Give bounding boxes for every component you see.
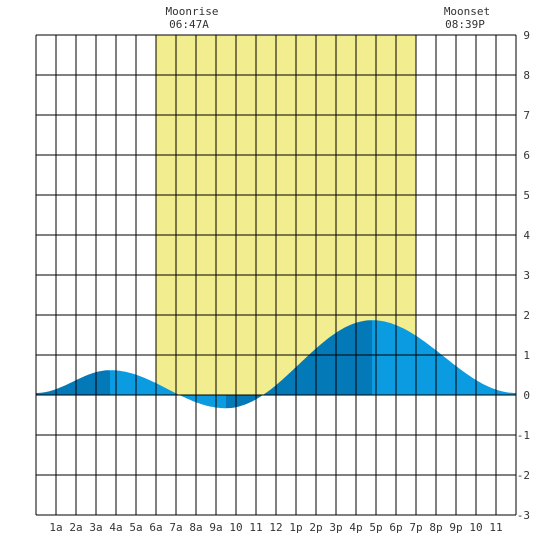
y-tick-label: -3 (517, 509, 530, 522)
x-tick-label: 9a (209, 521, 222, 534)
y-tick-label: 6 (523, 149, 530, 162)
x-tick-label: 12 (269, 521, 282, 534)
y-tick-label: 9 (523, 29, 530, 42)
x-tick-label: 6p (389, 521, 402, 534)
tide-falling-area (110, 370, 226, 409)
moonrise-time: 06:47A (169, 18, 209, 31)
x-tick-label: 2a (69, 521, 82, 534)
x-tick-label: 7p (409, 521, 422, 534)
y-tick-label: 4 (523, 229, 530, 242)
y-tick-label: 1 (523, 349, 530, 362)
y-tick-label: 8 (523, 69, 530, 82)
moonrise-label: Moonrise (166, 5, 219, 18)
x-tick-label: 3p (329, 521, 342, 534)
x-tick-label: 8a (189, 521, 202, 534)
y-tick-label: -2 (517, 469, 530, 482)
y-tick-label: 7 (523, 109, 530, 122)
x-tick-label: 5p (369, 521, 382, 534)
tide-rising-area (36, 370, 110, 395)
y-tick-label: 0 (523, 389, 530, 402)
x-tick-label: 10 (469, 521, 482, 534)
y-tick-label: -1 (517, 429, 530, 442)
x-tick-label: 1a (49, 521, 62, 534)
x-tick-label: 10 (229, 521, 242, 534)
x-tick-label: 2p (309, 521, 322, 534)
tide-falling-area (372, 320, 516, 395)
moonset-time: 08:39P (445, 18, 485, 31)
x-tick-label: 6a (149, 521, 162, 534)
x-tick-label: 1p (289, 521, 302, 534)
x-tick-label: 4a (109, 521, 122, 534)
x-tick-label: 5a (129, 521, 142, 534)
x-tick-label: 8p (429, 521, 442, 534)
x-tick-label: 7a (169, 521, 182, 534)
y-tick-label: 5 (523, 189, 530, 202)
x-tick-label: 11 (249, 521, 262, 534)
x-tick-label: 11 (489, 521, 502, 534)
y-tick-label: 2 (523, 309, 530, 322)
x-tick-label: 3a (89, 521, 102, 534)
x-tick-label: 4p (349, 521, 362, 534)
y-tick-label: 3 (523, 269, 530, 282)
moonset-label: Moonset (444, 5, 490, 18)
x-tick-label: 9p (449, 521, 462, 534)
